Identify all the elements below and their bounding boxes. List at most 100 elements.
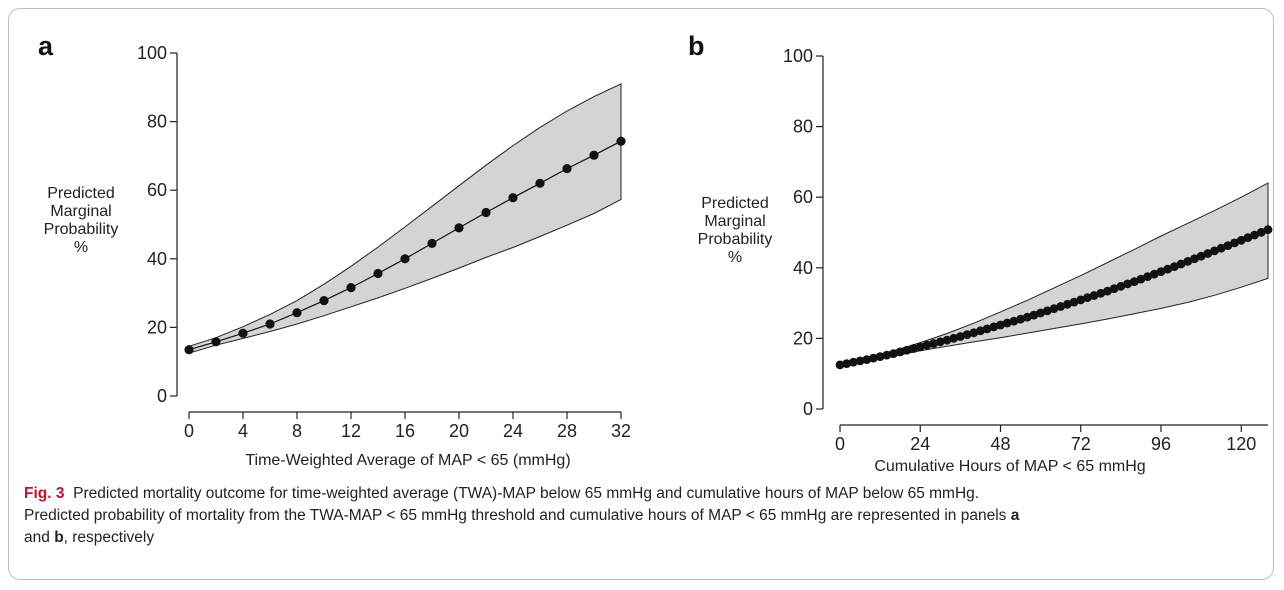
y-axis-label-a-line3: Probability	[44, 221, 119, 238]
data-point	[849, 357, 858, 367]
data-point	[1029, 310, 1039, 320]
data-point	[962, 330, 972, 339]
data-point	[1089, 291, 1099, 300]
y-tick-label: 60	[147, 180, 167, 200]
data-point	[1210, 246, 1219, 256]
panel-letter-a: a	[38, 31, 54, 61]
data-point	[346, 283, 356, 293]
caption-line3-end: , respectively	[63, 529, 155, 546]
panel-a: a 0 20 40 60 80 100 0 4 8 12 16 20 24 28 32 Time-Weig…	[38, 31, 631, 469]
data-point	[616, 136, 626, 146]
data-point	[1250, 230, 1259, 240]
data-point	[1076, 295, 1086, 305]
data-point	[869, 353, 878, 363]
x-tick-label: 24	[503, 421, 523, 441]
data-point	[862, 355, 872, 364]
x-tick-label: 120	[1226, 434, 1256, 454]
panel-b: b 0 20 40 60 80 100 0 24 48 72 96 120 Cumulative H…	[688, 31, 1273, 475]
figure-caption: Fig. 3 Predicted mortality outcome for t…	[24, 483, 1264, 549]
x-tick-label: 72	[1071, 434, 1091, 454]
data-point	[1036, 308, 1045, 318]
y-tick-label: 100	[137, 43, 167, 63]
data-point	[454, 223, 464, 233]
data-point	[535, 178, 545, 188]
data-point	[1230, 238, 1239, 248]
y-axis-label-b-line1: Predicted	[701, 195, 769, 212]
data-point	[373, 268, 383, 279]
x-tick-label: 8	[292, 421, 302, 441]
data-point	[238, 328, 248, 338]
x-axis-label-b: Cumulative Hours of MAP < 65 mmHg	[874, 458, 1145, 475]
data-point	[562, 164, 572, 174]
caption-fig-label: Fig. 3	[24, 485, 65, 502]
data-point	[265, 319, 275, 329]
data-point	[1002, 318, 1012, 328]
caption-ref-b: b	[54, 529, 64, 546]
data-point	[1176, 259, 1186, 269]
data-point	[1223, 241, 1233, 251]
data-point	[1103, 286, 1112, 296]
data-point	[1016, 314, 1025, 324]
x-tick-label: 4	[238, 421, 248, 441]
data-point	[875, 352, 885, 361]
x-axis-a: 0 4 8 12 16 20 24 28 32	[184, 411, 631, 441]
y-axis-label-b: Predicted Marginal Probability %	[698, 195, 773, 266]
data-point	[935, 337, 945, 347]
y-tick-label: 0	[157, 386, 167, 406]
x-tick-label: 20	[449, 421, 469, 441]
x-tick-label: 16	[395, 421, 415, 441]
data-point	[1243, 233, 1253, 243]
data-point	[1236, 235, 1246, 245]
data-point	[1216, 243, 1226, 253]
data-point	[982, 324, 992, 334]
x-tick-label: 24	[910, 434, 930, 454]
ci-band-b	[839, 182, 1269, 368]
y-tick-label: 100	[783, 46, 813, 66]
y-tick-label: 0	[803, 399, 813, 419]
data-point	[1149, 269, 1159, 279]
data-point	[989, 322, 999, 332]
data-point	[882, 350, 892, 360]
y-tick-label: 80	[147, 112, 167, 132]
data-point	[1009, 316, 1019, 326]
y-tick-label: 80	[793, 117, 813, 137]
data-point	[1049, 304, 1059, 314]
data-point	[1136, 274, 1146, 284]
caption-line1: Predicted mortality outcome for time-wei…	[73, 485, 980, 502]
data-point	[1256, 227, 1266, 237]
ci-band-area-a	[188, 83, 622, 354]
data-point	[1190, 254, 1199, 264]
x-tick-label: 96	[1151, 434, 1171, 454]
data-point	[835, 360, 845, 370]
data-point	[942, 335, 952, 345]
data-point	[1042, 306, 1052, 316]
y-tick-label: 20	[793, 328, 813, 348]
data-point	[319, 296, 329, 306]
data-point	[1069, 297, 1079, 307]
y-axis-b: 0 20 40 60 80 100	[783, 46, 824, 419]
y-axis-label-a-line2: Marginal	[50, 203, 111, 220]
y-tick-label: 60	[793, 187, 813, 207]
x-axis-b: 0 24 48 72 96 120	[835, 424, 1268, 454]
data-point	[976, 326, 985, 336]
y-axis-label-a: Predicted Marginal Probability %	[44, 185, 119, 256]
data-point	[1096, 288, 1106, 298]
data-point	[1129, 277, 1139, 286]
data-point	[1022, 312, 1032, 322]
x-axis-label-a: Time-Weighted Average of MAP < 65 (mmHg)	[245, 452, 570, 469]
data-point	[1163, 264, 1173, 274]
ci-band-a	[188, 83, 622, 354]
data-point	[1063, 299, 1072, 309]
data-point	[902, 345, 912, 355]
data-point	[929, 339, 938, 348]
data-point	[895, 347, 905, 357]
x-tick-label: 32	[611, 421, 631, 441]
data-point	[1196, 251, 1206, 261]
y-tick-label: 20	[147, 317, 167, 337]
data-point	[1056, 302, 1066, 311]
data-point	[969, 328, 979, 338]
x-tick-label: 48	[990, 434, 1010, 454]
data-point	[889, 349, 898, 358]
data-point	[427, 238, 437, 248]
